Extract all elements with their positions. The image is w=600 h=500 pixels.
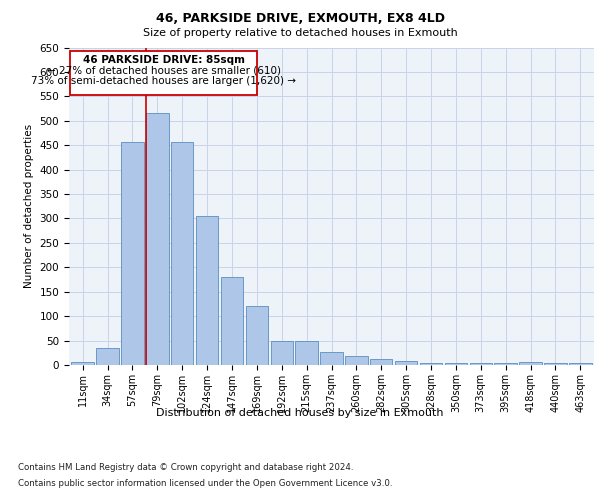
Text: Contains public sector information licensed under the Open Government Licence v3: Contains public sector information licen… [18,479,392,488]
Bar [544,362,566,365]
Y-axis label: Number of detached properties: Number of detached properties [24,124,34,288]
Bar [345,356,368,365]
Bar [71,362,94,365]
Bar [221,277,243,365]
Bar [146,114,169,365]
Bar [520,362,542,365]
Bar [569,363,592,365]
Bar [171,142,193,365]
Text: Distribution of detached houses by size in Exmouth: Distribution of detached houses by size … [156,408,444,418]
Bar [445,362,467,365]
Text: Size of property relative to detached houses in Exmouth: Size of property relative to detached ho… [143,28,457,38]
Bar [395,360,418,365]
Bar [320,352,343,365]
Text: 46, PARKSIDE DRIVE, EXMOUTH, EX8 4LD: 46, PARKSIDE DRIVE, EXMOUTH, EX8 4LD [155,12,445,26]
Bar [494,362,517,365]
Bar [271,340,293,365]
Text: 46 PARKSIDE DRIVE: 85sqm: 46 PARKSIDE DRIVE: 85sqm [83,55,245,65]
Text: ← 27% of detached houses are smaller (610): ← 27% of detached houses are smaller (61… [47,66,281,76]
Bar [370,358,392,365]
Bar [420,362,442,365]
Text: 73% of semi-detached houses are larger (1,620) →: 73% of semi-detached houses are larger (… [31,76,296,86]
Text: Contains HM Land Registry data © Crown copyright and database right 2024.: Contains HM Land Registry data © Crown c… [18,462,353,471]
FancyBboxPatch shape [70,51,257,95]
Bar [245,306,268,365]
Bar [97,348,119,365]
Bar [295,340,318,365]
Bar [121,142,143,365]
Bar [196,216,218,365]
Bar [470,362,492,365]
